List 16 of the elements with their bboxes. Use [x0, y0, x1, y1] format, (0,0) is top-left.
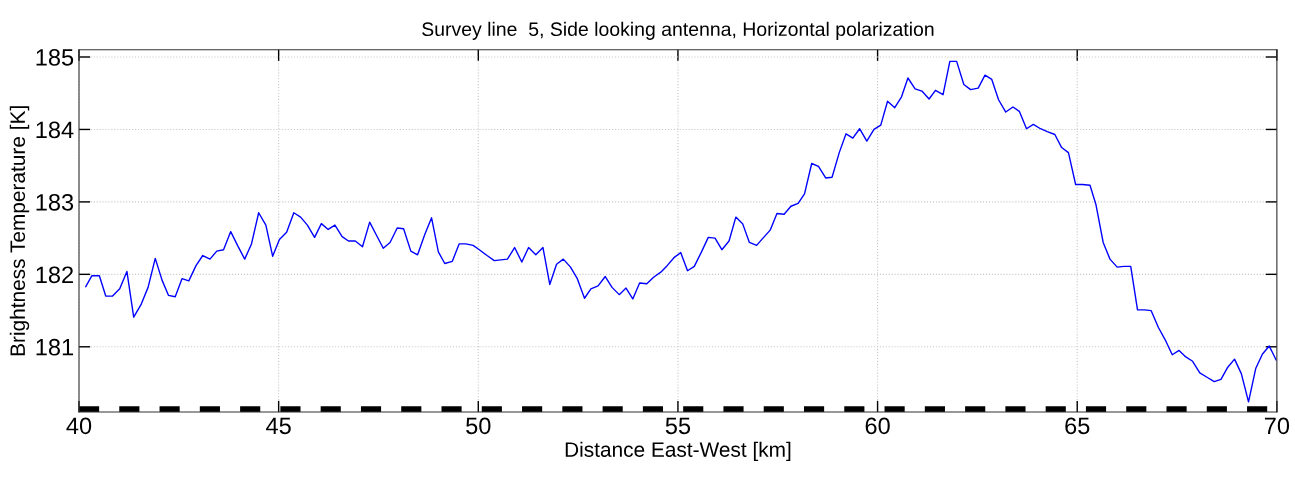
x-axis-title: Distance East-West [km] [565, 441, 791, 462]
x-tick-label: 65 [1065, 417, 1090, 435]
y-tick-label: 182 [36, 266, 73, 284]
y-tick-label: 181 [36, 338, 73, 356]
y-tick-label: 183 [36, 193, 74, 211]
line-series [85, 60, 1277, 403]
x-tick-label: 40 [66, 417, 92, 435]
y-axis-title: Brightness Temperature [K] [9, 106, 30, 356]
x-tick-label: 45 [266, 417, 291, 435]
x-tick-label: 70 [1264, 417, 1290, 435]
y-tick-label: 185 [36, 49, 74, 66]
chart-title: Survey line 5, Side looking antenna, Horizontal polarization [422, 21, 934, 40]
x-tick-label: 50 [466, 417, 491, 435]
x-tick-label: 60 [865, 417, 890, 435]
x-tick-label: 55 [665, 417, 691, 435]
y-tick-label: 184 [36, 121, 74, 139]
